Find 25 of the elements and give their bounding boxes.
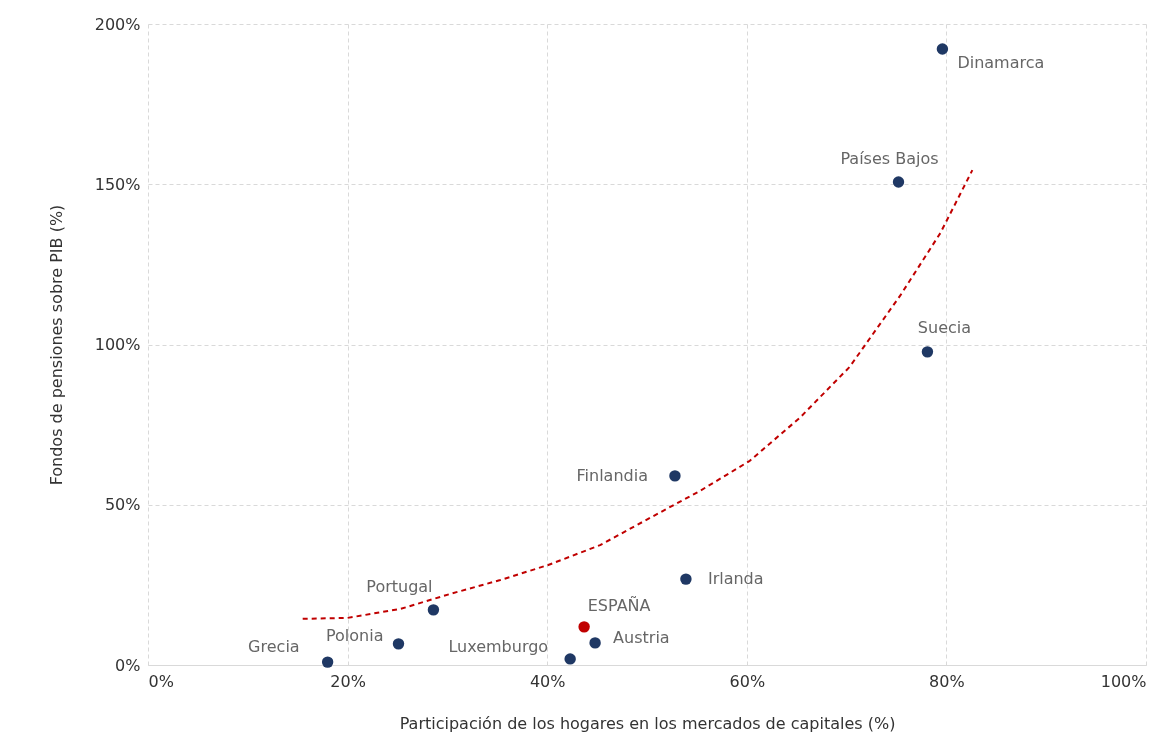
data-label: Grecia xyxy=(248,637,300,657)
data-label: Austria xyxy=(613,627,670,647)
x-axis-title: Participación de los hogares en los mercados de capitales (%) xyxy=(399,713,896,733)
y-axis-title: Fondos de pensiones sobre PIB (%) xyxy=(46,204,66,486)
data-label: ESPAÑA xyxy=(587,595,651,615)
line-series xyxy=(301,169,974,620)
x-tick-label: 20% xyxy=(330,671,366,691)
y-tick-label: 150% xyxy=(94,174,141,194)
data-label: Portugal xyxy=(366,576,433,596)
y-tick-label: 50% xyxy=(104,495,141,515)
data-label: Luxemburgo xyxy=(448,636,549,656)
x-tick-label: 100% xyxy=(1100,671,1147,691)
data-label: Polonia xyxy=(326,625,384,645)
data-label: Países Bajos xyxy=(840,149,939,169)
y-tick-label: 200% xyxy=(94,14,141,34)
y-tick-label: 100% xyxy=(94,335,141,354)
x-tick-label: 0% xyxy=(148,671,174,691)
x-tick-label: 80% xyxy=(929,671,965,691)
data-label: Irlanda xyxy=(707,569,764,589)
data-label: Suecia xyxy=(917,317,972,337)
x-tick-label: 60% xyxy=(729,671,766,691)
x-tick-label: 40% xyxy=(529,671,566,691)
data-label: Finlandia xyxy=(576,465,648,485)
y-tick-label: 0% xyxy=(115,655,141,675)
data-label: Dinamarca xyxy=(957,53,1045,72)
